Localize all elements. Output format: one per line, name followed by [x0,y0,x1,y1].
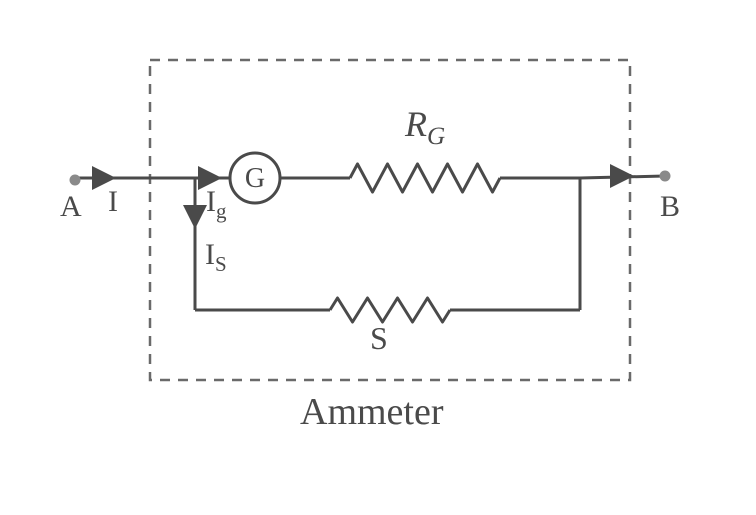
circuit-canvas: G A B I Ig IS RG S Ammeter [0,0,756,515]
ammeter-dashed-box [150,60,630,380]
resistor-rg [350,164,500,192]
node-B [660,171,671,182]
node-A [70,175,81,186]
resistor-s [330,298,450,322]
circuit-svg: G [0,0,756,515]
galvanometer-label: G [245,163,265,194]
